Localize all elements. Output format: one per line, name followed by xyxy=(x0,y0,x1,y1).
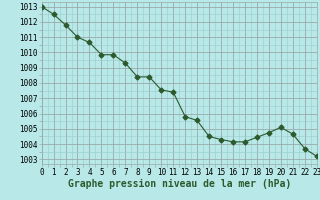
X-axis label: Graphe pression niveau de la mer (hPa): Graphe pression niveau de la mer (hPa) xyxy=(68,179,291,189)
